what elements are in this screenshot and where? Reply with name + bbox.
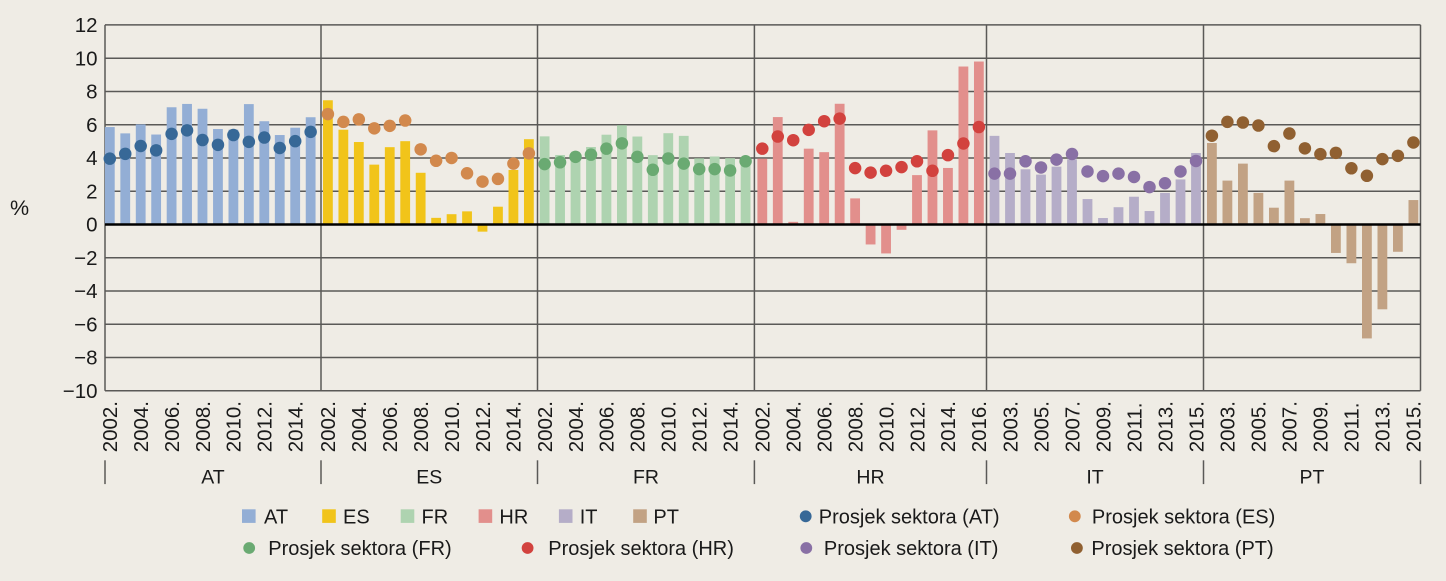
svg-text:2014.: 2014. bbox=[937, 401, 960, 452]
svg-text:2008.: 2008. bbox=[192, 401, 215, 452]
svg-text:2014.: 2014. bbox=[503, 401, 526, 452]
svg-text:2013.: 2013. bbox=[1154, 401, 1177, 452]
svg-text:2009.: 2009. bbox=[1310, 401, 1333, 452]
svg-text:2006.: 2006. bbox=[379, 401, 402, 452]
svg-text:AT: AT bbox=[264, 506, 288, 528]
svg-text:2005.: 2005. bbox=[1030, 401, 1053, 452]
svg-text:12: 12 bbox=[75, 14, 98, 37]
svg-text:2015.: 2015. bbox=[1403, 401, 1426, 452]
svg-text:2004.: 2004. bbox=[565, 401, 588, 452]
svg-text:2004.: 2004. bbox=[783, 401, 806, 452]
svg-text:2002.: 2002. bbox=[317, 401, 340, 452]
svg-text:ES: ES bbox=[416, 466, 442, 488]
svg-text:FR: FR bbox=[422, 506, 449, 528]
svg-text:2002.: 2002. bbox=[534, 401, 557, 452]
svg-text:AT: AT bbox=[201, 466, 225, 488]
svg-text:2004.: 2004. bbox=[130, 401, 153, 452]
svg-text:2014.: 2014. bbox=[285, 401, 308, 452]
svg-text:2016.: 2016. bbox=[968, 401, 991, 452]
svg-text:Prosjek sektora (ES): Prosjek sektora (ES) bbox=[1092, 506, 1275, 528]
svg-text:2012.: 2012. bbox=[472, 401, 495, 452]
svg-text:Prosjek sektora (AT): Prosjek sektora (AT) bbox=[819, 506, 1000, 528]
svg-text:2013.: 2013. bbox=[1372, 401, 1395, 452]
svg-text:HR: HR bbox=[499, 506, 528, 528]
svg-text:Prosjek sektora (HR): Prosjek sektora (HR) bbox=[548, 538, 734, 560]
svg-text:PT: PT bbox=[1300, 466, 1325, 488]
svg-text:FR: FR bbox=[633, 466, 659, 488]
svg-text:−2: −2 bbox=[74, 247, 97, 270]
svg-text:2003.: 2003. bbox=[999, 401, 1022, 452]
svg-text:4: 4 bbox=[86, 147, 97, 170]
svg-text:IT: IT bbox=[580, 506, 598, 528]
svg-text:2005.: 2005. bbox=[1248, 401, 1271, 452]
svg-text:2012.: 2012. bbox=[689, 401, 712, 452]
svg-text:IT: IT bbox=[1086, 466, 1103, 488]
svg-text:2006.: 2006. bbox=[813, 401, 836, 452]
svg-text:2003.: 2003. bbox=[1217, 401, 1240, 452]
svg-text:2004.: 2004. bbox=[348, 401, 371, 452]
svg-text:PT: PT bbox=[653, 506, 679, 528]
svg-text:2010.: 2010. bbox=[658, 401, 681, 452]
svg-text:2007.: 2007. bbox=[1279, 401, 1302, 452]
svg-text:2012.: 2012. bbox=[254, 401, 277, 452]
svg-text:2002.: 2002. bbox=[752, 401, 775, 452]
svg-text:ES: ES bbox=[343, 506, 370, 528]
svg-text:2010.: 2010. bbox=[441, 401, 464, 452]
svg-text:Prosjek sektora (IT): Prosjek sektora (IT) bbox=[824, 538, 998, 560]
svg-text:2010.: 2010. bbox=[223, 401, 246, 452]
svg-text:10: 10 bbox=[75, 47, 98, 70]
svg-text:0: 0 bbox=[86, 214, 97, 237]
svg-text:2008.: 2008. bbox=[844, 401, 867, 452]
svg-text:−4: −4 bbox=[74, 280, 97, 303]
svg-text:2008.: 2008. bbox=[410, 401, 433, 452]
svg-text:2008.: 2008. bbox=[627, 401, 650, 452]
svg-text:2007.: 2007. bbox=[1061, 401, 1084, 452]
svg-text:Prosjek sektora (PT): Prosjek sektora (PT) bbox=[1091, 538, 1273, 560]
svg-text:2006.: 2006. bbox=[596, 401, 619, 452]
svg-text:2011.: 2011. bbox=[1341, 403, 1364, 453]
svg-text:2015.: 2015. bbox=[1185, 401, 1208, 452]
svg-text:2: 2 bbox=[86, 180, 97, 203]
svg-text:2002.: 2002. bbox=[99, 401, 122, 452]
svg-text:2006.: 2006. bbox=[161, 401, 184, 452]
svg-text:%: % bbox=[10, 196, 29, 220]
svg-text:2012.: 2012. bbox=[906, 401, 929, 452]
svg-text:2010.: 2010. bbox=[875, 401, 898, 452]
svg-text:−6: −6 bbox=[74, 314, 97, 337]
svg-text:−10: −10 bbox=[63, 380, 98, 403]
svg-text:Prosjek sektora (FR): Prosjek sektora (FR) bbox=[268, 538, 451, 560]
svg-text:2011.: 2011. bbox=[1123, 403, 1146, 453]
svg-text:6: 6 bbox=[86, 114, 97, 137]
svg-text:2014.: 2014. bbox=[719, 401, 742, 452]
svg-text:8: 8 bbox=[86, 81, 97, 104]
svg-text:−8: −8 bbox=[74, 347, 97, 370]
svg-text:2009.: 2009. bbox=[1092, 401, 1115, 452]
svg-text:HR: HR bbox=[856, 466, 884, 488]
